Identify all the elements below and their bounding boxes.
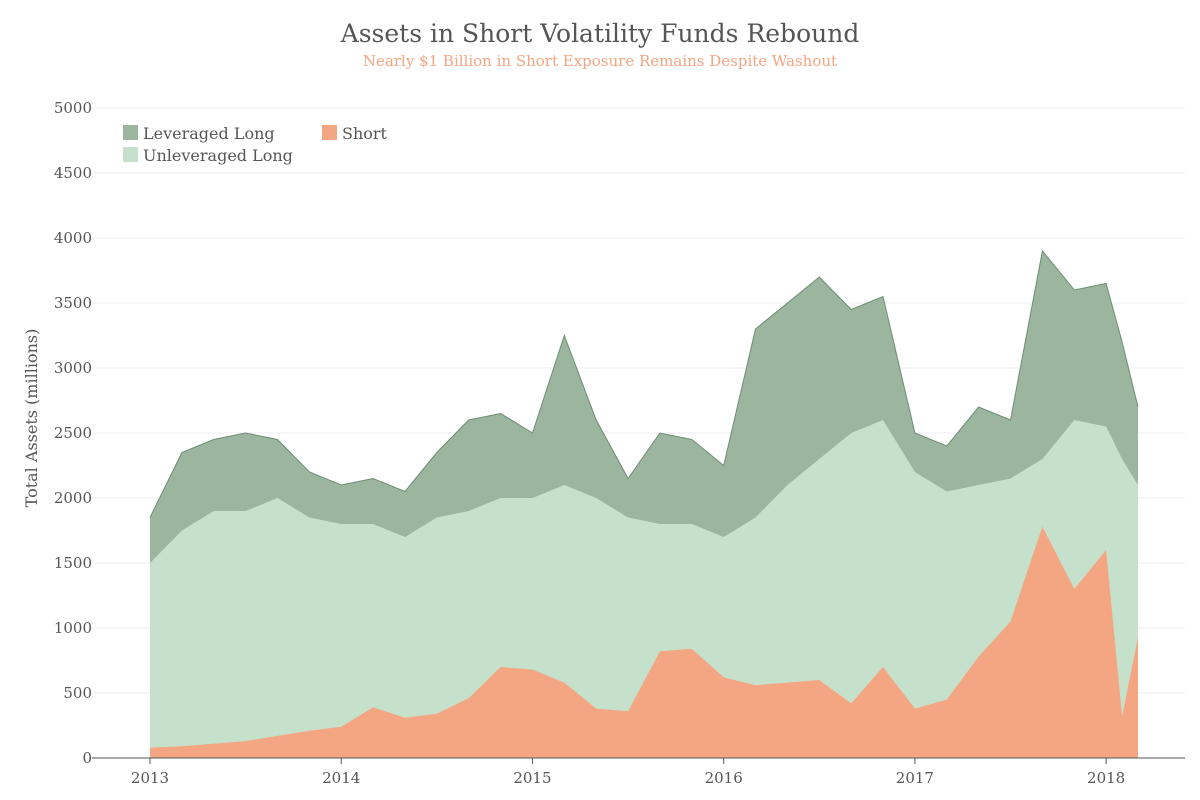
chart-subtitle: Nearly $1 Billion in Short Exposure Rema…	[363, 52, 837, 70]
legend-label: Short	[342, 124, 388, 143]
legend-swatch	[123, 147, 138, 162]
y-tick-label: 1500	[54, 554, 92, 572]
legend-label: Leveraged Long	[143, 124, 275, 143]
x-tick-label: 2017	[896, 769, 934, 787]
y-tick-label: 1000	[54, 619, 92, 637]
x-axis-ticks: 2013 2014 2015 2016 2017 2018	[131, 758, 1125, 787]
y-axis-label: Total Assets (millions)	[22, 329, 41, 508]
x-tick-label: 2018	[1087, 769, 1125, 787]
legend-item-leveraged-long: Leveraged Long	[123, 124, 275, 143]
legend-swatch	[322, 125, 337, 140]
y-tick-label: 3000	[54, 359, 92, 377]
x-tick-label: 2016	[705, 769, 743, 787]
y-tick-label: 3500	[54, 294, 92, 312]
y-tick-label: 4000	[54, 229, 92, 247]
chart-title: Assets in Short Volatility Funds Rebound	[340, 19, 860, 48]
x-tick-label: 2015	[513, 769, 551, 787]
x-tick-label: 2014	[322, 769, 360, 787]
series-line-leveraged-long	[149, 249, 1139, 518]
y-axis-ticks: 0 500 1000 1500 2000 2500 3000 3500 4000 4500 5000	[54, 99, 92, 767]
legend-label: Unleveraged Long	[143, 146, 293, 165]
y-tick-label: 0	[82, 749, 92, 767]
x-tick-label: 2013	[131, 769, 169, 787]
legend-item-short: Short	[322, 124, 388, 143]
legend-swatch	[123, 125, 138, 140]
y-tick-label: 4500	[54, 164, 92, 182]
legend: Leveraged Long Short Unleveraged Long	[123, 124, 388, 165]
series-area-short	[150, 526, 1138, 758]
y-tick-label: 5000	[54, 99, 92, 117]
y-tick-label: 2000	[54, 489, 92, 507]
series-area-unleveraged-long	[150, 420, 1138, 758]
y-tick-label: 500	[63, 684, 92, 702]
plot-areas	[149, 249, 1139, 758]
legend-item-unleveraged-long: Unleveraged Long	[123, 146, 293, 165]
y-tick-label: 2500	[54, 424, 92, 442]
